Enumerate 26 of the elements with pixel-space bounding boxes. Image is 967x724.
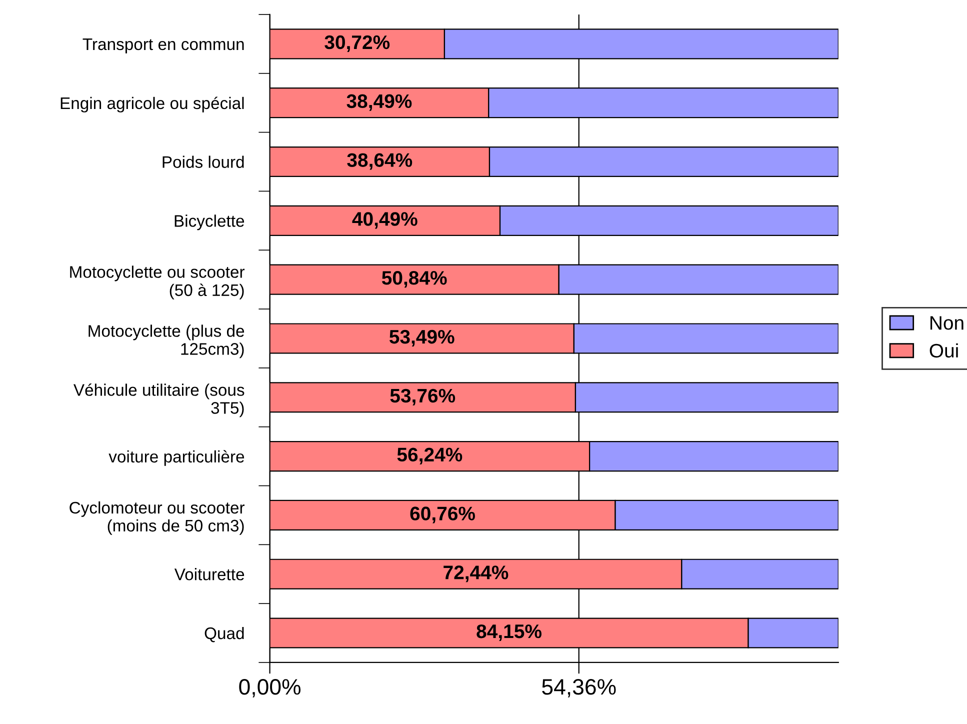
data-label: 53,76% [390, 388, 456, 406]
y-tick-label: Bicyclette [174, 214, 244, 230]
data-label: 53,49% [389, 330, 454, 347]
y-tick-label: Voiturette [174, 568, 244, 580]
x-tick-label: 54,36% [542, 679, 616, 698]
legend-label: Non [930, 316, 964, 330]
y-tick-label: Véhicule utilitaire (sous 3T5) [73, 383, 244, 418]
data-label: 56,24% [397, 448, 462, 464]
legend-label: Oui [930, 343, 958, 358]
y-tick-label: Motocyclette ou scooter (50 à 125) [70, 266, 245, 300]
y-tick-label: Poids lourd [162, 156, 244, 168]
y-tick-label: Quad [204, 626, 244, 642]
data-label: 50,84% [382, 271, 447, 288]
x-tick-label: 0,00% [239, 679, 301, 698]
y-tick-label: voiture particulière [108, 450, 244, 466]
data-label: 60,76% [410, 506, 475, 524]
data-label: 40,49% [352, 212, 418, 229]
data-label: 84,15% [476, 624, 542, 642]
y-tick-label: Transport en commun [82, 38, 244, 54]
data-label: 38,49% [346, 94, 412, 111]
data-label: 72,44% [444, 566, 508, 582]
y-tick-label: Cyclomoteur ou scooter (moins de 50 cm3) [70, 501, 245, 535]
data-label: 30,72% [324, 35, 390, 52]
y-tick-label: Motocyclette (plus de 125cm3) [88, 324, 244, 358]
y-tick-label: Engin agricole ou spécial [60, 96, 244, 112]
data-label: 38,64% [347, 153, 412, 170]
